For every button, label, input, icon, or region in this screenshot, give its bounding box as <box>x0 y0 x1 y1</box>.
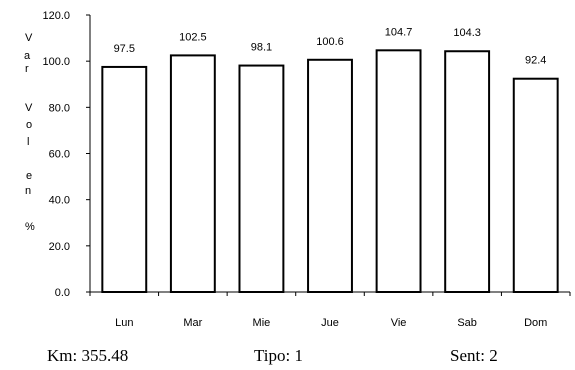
data-labels: 97.5 102.5 98.1 100.6 104.7 104.3 92.4 <box>114 26 547 66</box>
y-axis-label-letter: a <box>24 50 31 62</box>
data-label: 104.3 <box>453 27 481 39</box>
bars <box>101 49 559 294</box>
bar <box>169 54 216 294</box>
chart: 0.0 20.0 40.0 60.0 80.0 100.0 120.0 97.5 102.5 9… <box>24 10 571 329</box>
bar <box>307 58 353 294</box>
y-axis-label-letter: % <box>25 221 35 233</box>
km-label: Km: 355.48 <box>47 346 129 365</box>
x-tick-label: Lun <box>115 317 133 329</box>
data-label: 92.4 <box>525 55 546 67</box>
bar <box>101 65 148 293</box>
data-label: 102.5 <box>179 31 207 43</box>
data-label: 104.7 <box>385 26 413 38</box>
y-tick-label: 80.0 <box>49 102 70 114</box>
y-tick-label: 0.0 <box>55 287 70 299</box>
y-axis-label-letter: e <box>26 170 33 182</box>
x-tick-label: Mar <box>183 317 202 329</box>
y-axis-label-letter: n <box>25 185 32 197</box>
y-axis-label-letter: V <box>25 32 33 44</box>
bar <box>375 49 422 293</box>
y-tick-label: 60.0 <box>49 149 70 161</box>
data-label: 97.5 <box>114 43 135 55</box>
x-tick-label: Jue <box>321 317 339 329</box>
tipo-label: Tipo: 1 <box>254 346 303 365</box>
y-tick-label: 100.0 <box>42 56 70 68</box>
bar <box>238 64 285 293</box>
y-axis-label-letter: r <box>25 63 29 75</box>
y-axis-label-letter: o <box>26 119 33 131</box>
x-tick-label: Dom <box>524 317 547 329</box>
y-ticks: 0.0 20.0 40.0 60.0 80.0 100.0 120.0 <box>42 10 571 299</box>
y-tick-label: 20.0 <box>49 241 70 253</box>
bar <box>512 77 559 293</box>
bar <box>444 50 491 294</box>
data-label: 98.1 <box>251 42 272 54</box>
y-axis-label-letter: l <box>27 136 30 148</box>
x-tick-label: Mie <box>253 317 271 329</box>
y-tick-label: 120.0 <box>42 10 70 22</box>
y-tick-label: 40.0 <box>49 195 70 207</box>
x-tick-labels: Lun Mar Mie Jue Vie Sab Dom <box>115 317 547 329</box>
data-label: 100.6 <box>316 36 344 48</box>
sent-label: Sent: 2 <box>450 346 498 365</box>
x-tick-label: Vie <box>391 317 407 329</box>
x-tick-label: Sab <box>457 317 477 329</box>
y-axis-label-letter: V <box>25 102 33 114</box>
